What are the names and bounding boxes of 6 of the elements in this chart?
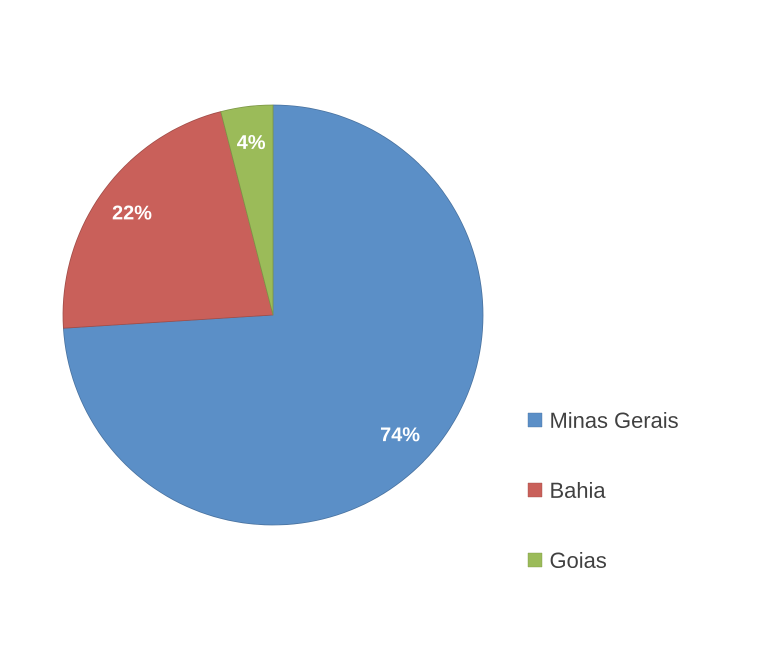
data-label: 4% (237, 135, 266, 150)
legend-label: Goias (550, 552, 606, 568)
legend-label: Minas Gerais (551, 412, 678, 428)
data-label: 22% (112, 206, 152, 220)
data-label: 74% (380, 427, 420, 442)
legend-label: Bahia (551, 482, 606, 498)
